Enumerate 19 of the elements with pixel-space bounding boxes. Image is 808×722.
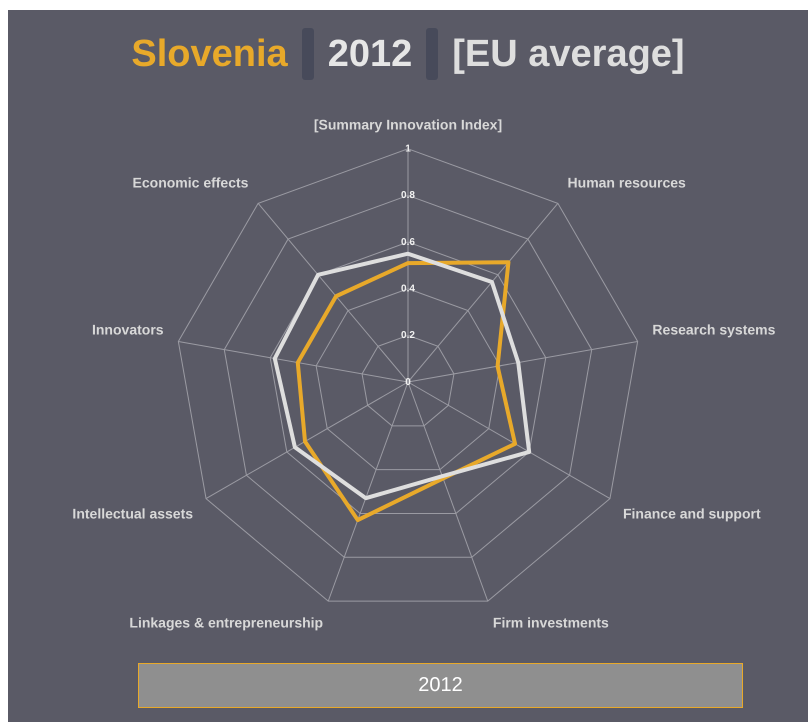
y-tick-label: 0.8 [401, 190, 416, 202]
y-tick-label: 0.2 [401, 330, 416, 342]
spoke-label: Innovators [92, 321, 164, 338]
y-tick-label: 0.6 [401, 236, 416, 248]
y-tick-label: 0 [405, 376, 412, 388]
spoke-label: Intellectual assets [72, 505, 194, 522]
spoke-label: Human resources [568, 174, 686, 190]
spoke-label: Economic effects [132, 174, 249, 190]
text: 2012 [138, 663, 743, 708]
chart-title: 2012 [328, 32, 412, 76]
spoke-label: Firm investments [492, 614, 610, 630]
spoke-label: Linkages & entrepreneurship [129, 614, 324, 630]
y-tick-label: 1 [405, 144, 412, 155]
y-tick-label: 0.4 [401, 283, 416, 294]
spoke-label: Research systems [652, 321, 776, 338]
spoke-label: Finance and support [622, 505, 761, 522]
text: [EU average] [452, 32, 685, 76]
spoke-label: [Summary Innovation Index] [314, 116, 502, 132]
text: Slovenia [131, 32, 288, 76]
